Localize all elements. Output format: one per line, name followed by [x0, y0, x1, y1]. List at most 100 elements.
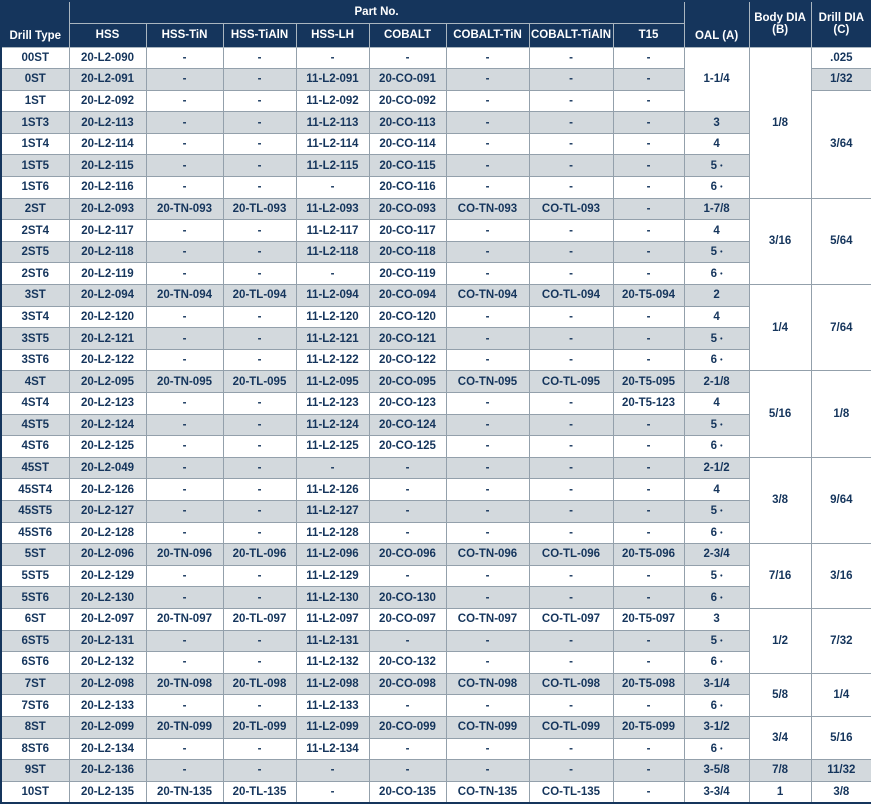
part-number-cell: - [528, 111, 614, 134]
footnote-dot-icon: • [720, 335, 723, 343]
drill-dia-cell: 7/32 [810, 607, 871, 674]
part-number-cell: - [145, 154, 224, 178]
drill-type-cell: 1ST4 [0, 132, 70, 156]
part-number-cell: - [145, 737, 224, 761]
part-number-cell: - [612, 651, 685, 674]
part-number-cell: 20-L2-114 [68, 132, 147, 156]
part-number-cell: - [222, 305, 297, 329]
part-number-cell: - [145, 586, 224, 609]
oal-cell: 5 • [683, 240, 750, 264]
part-number-cell: - [445, 737, 530, 761]
part-number-cell: 11-L2-123 [295, 392, 370, 415]
part-number-cell: 20-CO-135 [368, 780, 447, 804]
part-number-cell: - [445, 392, 530, 415]
drill-type-cell: 6ST [0, 607, 70, 631]
part-number-cell: - [145, 694, 224, 717]
part-number-cell: 20-L2-094 [68, 284, 147, 307]
part-number-cell: - [528, 262, 614, 286]
drill-type-cell: 5ST [0, 543, 70, 566]
part-number-cell: - [222, 499, 297, 523]
table-row: 5ST 20-L2-096 20-TN-096 20-TL-096 11-L2-096 2… [0, 543, 871, 609]
part-number-cell: 11-L2-126 [295, 478, 370, 501]
part-number-cell: 20-L2-128 [68, 521, 147, 545]
part-number-cell: 20-L2-113 [68, 111, 147, 134]
part-number-cell: - [368, 478, 447, 501]
drill-dia-cell: 5/16 [810, 715, 871, 761]
drill-type-cell: 45ST5 [0, 499, 70, 523]
drill-type-cell: 1ST [0, 89, 70, 113]
part-number-cell: - [445, 694, 530, 717]
part-number-cell: 20-T5-123 [612, 392, 685, 415]
header-col-hss-tialn: HSS-TiAlN [222, 22, 297, 48]
body-dia-cell: 3/4 [748, 715, 812, 761]
footnote-dot-icon: • [720, 357, 723, 365]
part-number-cell: 11-L2-098 [295, 672, 370, 696]
oal-cell: 2 [683, 284, 750, 307]
part-number-cell: - [445, 305, 530, 329]
part-number-cell: - [445, 132, 530, 156]
part-number-cell: - [222, 629, 297, 653]
part-number-cell: 11-L2-097 [295, 607, 370, 631]
table-row: 3ST5 20-L2-121- -11-L2-121 20-CO-121- - -5 • [0, 327, 871, 350]
footnote-dot-icon: • [720, 702, 723, 710]
part-number-cell: 11-L2-115 [295, 154, 370, 178]
body-dia-cell: 1/4 [748, 284, 812, 372]
part-number-cell: - [222, 176, 297, 199]
part-number-cell: CO-TL-097 [528, 607, 614, 631]
header-body-dia-line2: (B) [772, 24, 789, 37]
part-number-cell: 20-CO-099 [368, 715, 447, 739]
part-number-cell: - [295, 46, 370, 70]
part-number-cell: - [612, 154, 685, 178]
part-number-cell: - [145, 327, 224, 350]
part-number-cell: - [612, 737, 685, 761]
footnote-dot-icon: • [720, 745, 723, 753]
part-number-cell: 20-TL-098 [222, 672, 297, 696]
part-number-cell: - [145, 392, 224, 415]
part-number-cell: - [222, 219, 297, 242]
part-number-cell: - [145, 89, 224, 113]
part-number-cell: - [445, 456, 530, 480]
part-number-cell: - [222, 564, 297, 588]
part-number-cell: 20-TN-099 [145, 715, 224, 739]
part-number-cell: - [368, 521, 447, 545]
drill-type-cell: 4ST [0, 370, 70, 393]
body-dia-cell: 5/8 [748, 672, 812, 717]
part-number-cell: - [145, 435, 224, 458]
oal-cell: 6 • [683, 737, 750, 761]
oal-cell: 5 • [683, 154, 750, 178]
part-number-cell: - [445, 240, 530, 264]
body-dia-cell: 7/16 [748, 543, 812, 609]
part-number-cell: - [528, 564, 614, 588]
header-body-dia-line1: Body DIA [754, 12, 806, 25]
part-number-cell: CO-TN-099 [445, 715, 530, 739]
part-number-cell: 20-TN-135 [145, 780, 224, 804]
table-row: 45ST6 20-L2-128- -11-L2-128- - - -6 • [0, 521, 871, 545]
part-number-cell: 20-CO-096 [368, 543, 447, 566]
table-row: 5ST6 20-L2-130- -11-L2-130 20-CO-130- - -6 • [0, 586, 871, 609]
part-number-cell: 11-L2-113 [295, 111, 370, 134]
part-number-cell: 20-T5-094 [612, 284, 685, 307]
part-number-cell: 20-TL-097 [222, 607, 297, 631]
part-number-cell: 20-CO-114 [368, 132, 447, 156]
oal-cell: 6 • [683, 586, 750, 609]
part-number-cell: - [528, 348, 614, 372]
part-number-cell: 20-CO-091 [368, 68, 447, 91]
table-row: 4ST4 20-L2-123- -11-L2-123 20-CO-123- -20-T5… [0, 392, 871, 415]
part-number-cell: 20-TN-096 [145, 543, 224, 566]
part-number-cell: - [295, 759, 370, 782]
part-number-cell: - [145, 219, 224, 242]
part-number-cell: - [145, 240, 224, 264]
part-number-cell: 20-L2-123 [68, 392, 147, 415]
part-number-cell: - [295, 780, 370, 804]
part-number-cell: - [445, 564, 530, 588]
part-number-cell: 11-L2-130 [295, 586, 370, 609]
table-row: 00ST 20-L2-090- - - - - - -1-1/4 1/8.025 [0, 46, 871, 199]
table-row: 45ST5 20-L2-127- -11-L2-127- - - -5 • [0, 499, 871, 523]
oal-cell: 6 • [683, 262, 750, 286]
part-number-cell: 20-CO-124 [368, 413, 447, 437]
part-number-cell: - [528, 132, 614, 156]
part-number-cell: 20-T5-096 [612, 543, 685, 566]
part-number-cell: 20-CO-122 [368, 348, 447, 372]
oal-cell: 6 • [683, 435, 750, 458]
